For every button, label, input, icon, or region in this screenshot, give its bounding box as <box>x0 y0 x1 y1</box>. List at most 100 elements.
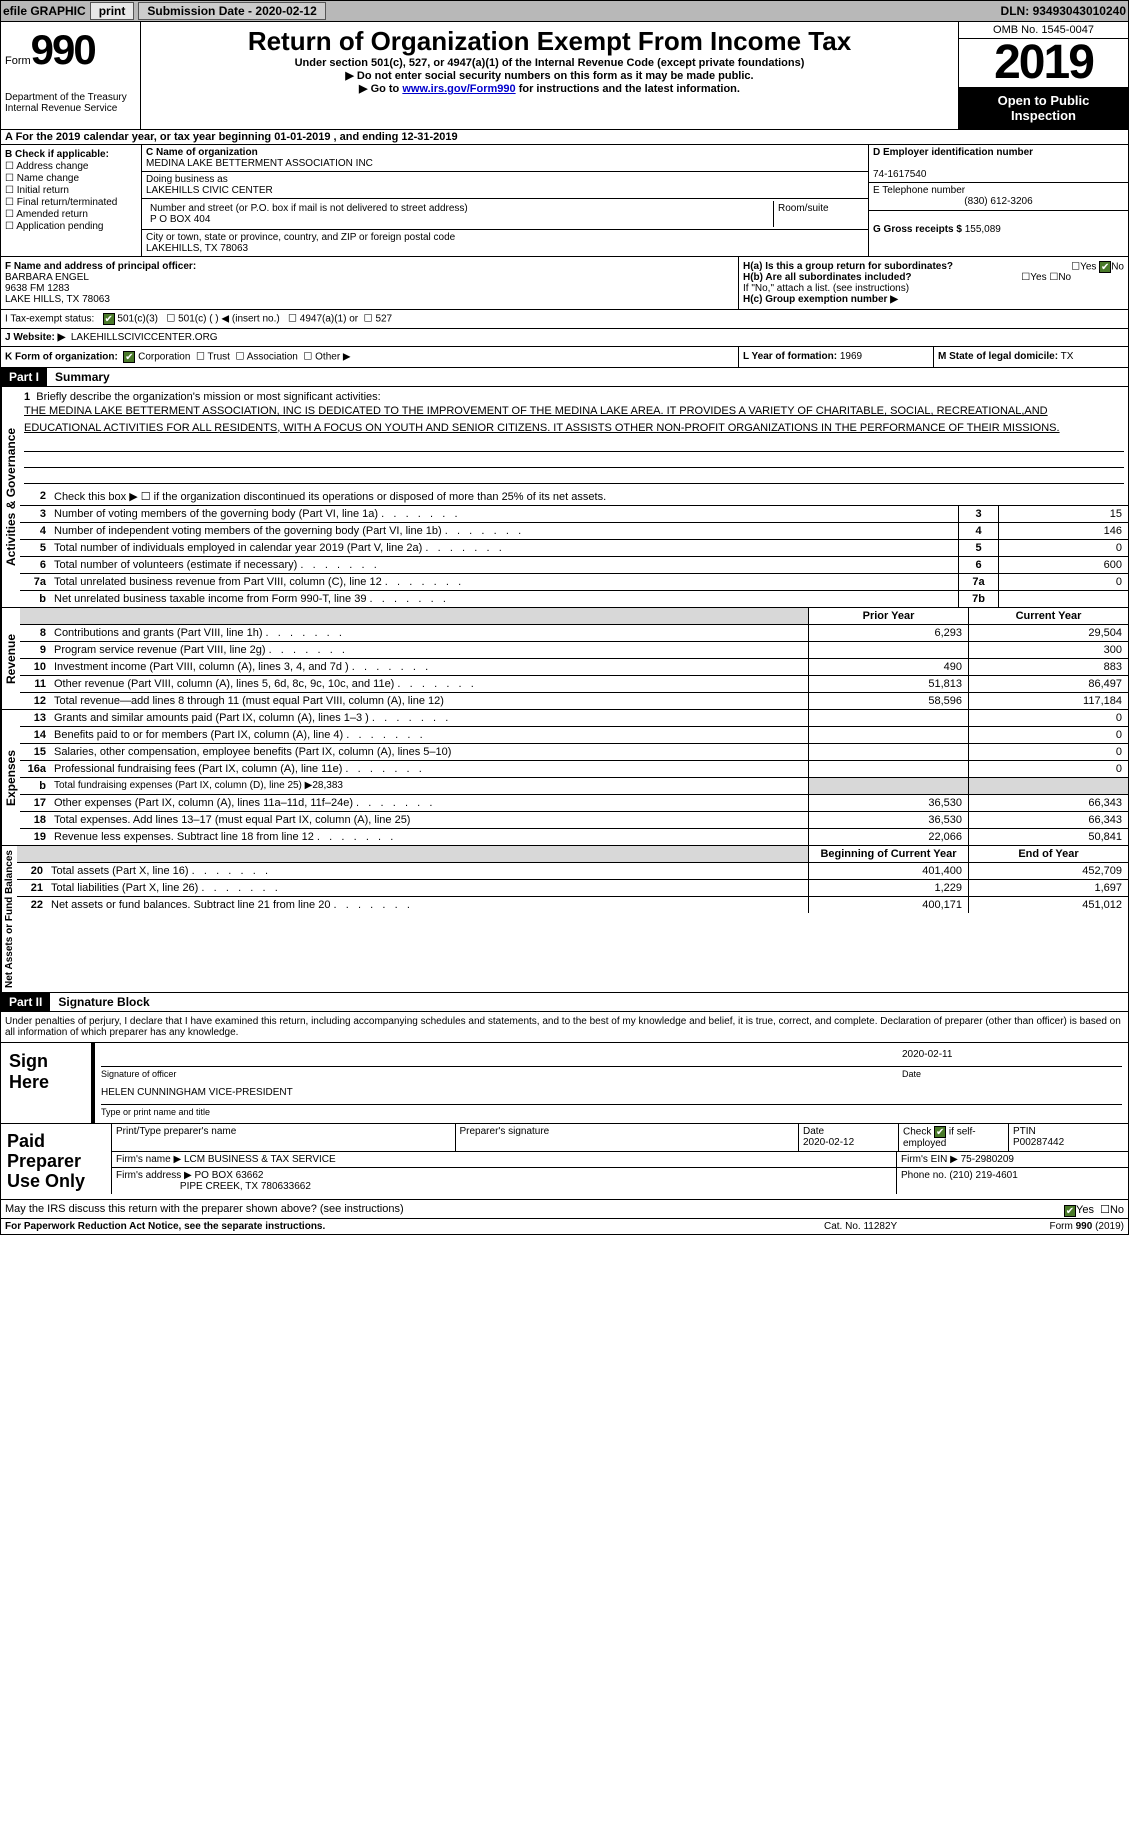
submission-date-box: Submission Date - 2020-02-12 <box>138 2 325 20</box>
line-3-val: 15 <box>998 506 1128 522</box>
line-4-val: 146 <box>998 523 1128 539</box>
line-6-val: 600 <box>998 557 1128 573</box>
k-l-m-row: K Form of organization: Corporation ☐ Tr… <box>0 347 1129 368</box>
mission-block: 1 Briefly describe the organization's mi… <box>20 387 1128 488</box>
l18-curr: 66,343 <box>968 812 1128 828</box>
instructions-link[interactable]: www.irs.gov/Form990 <box>402 83 515 95</box>
mission-text: THE MEDINA LAKE BETTERMENT ASSOCIATION, … <box>24 403 1124 436</box>
l22-end: 451,012 <box>968 897 1128 913</box>
part-1-header: Part I Summary <box>0 368 1129 387</box>
l14-curr: 0 <box>968 727 1128 743</box>
dept-treasury: Department of the Treasury Internal Reve… <box>5 92 136 114</box>
page-footer: For Paperwork Reduction Act Notice, see … <box>0 1219 1129 1235</box>
tax-year: 2019 <box>959 39 1128 87</box>
paid-preparer: Paid Preparer Use Only Print/Type prepar… <box>0 1124 1129 1200</box>
l22-begin: 400,171 <box>808 897 968 913</box>
l16a-curr: 0 <box>968 761 1128 777</box>
efile-label: efile GRAPHIC <box>3 4 86 18</box>
dln: DLN: 93493043010240 <box>1001 4 1126 18</box>
box-d-e-g: D Employer identification number 74-1617… <box>868 145 1128 256</box>
form-subtitle-2: ▶ Do not enter social security numbers o… <box>147 69 952 82</box>
line-7b-val <box>998 591 1128 607</box>
state-domicile: TX <box>1061 351 1074 362</box>
gross-receipts: 155,089 <box>965 224 1001 235</box>
l9-prior <box>808 642 968 658</box>
l12-curr: 117,184 <box>968 693 1128 709</box>
print-button[interactable]: print <box>90 2 135 20</box>
form-header: Form 990 Department of the Treasury Inte… <box>0 22 1129 130</box>
l11-curr: 86,497 <box>968 676 1128 692</box>
box-f: F Name and address of principal officer:… <box>1 257 738 309</box>
l18-prior: 36,530 <box>808 812 968 828</box>
tax-status-row: I Tax-exempt status: 501(c)(3) ☐ 501(c) … <box>0 310 1129 329</box>
h-a-no-checked <box>1099 261 1111 273</box>
org-city: LAKEHILLS, TX 78063 <box>146 243 248 254</box>
form-subtitle-3: ▶ Go to www.irs.gov/Form990 for instruct… <box>147 82 952 95</box>
ptin: P00287442 <box>1013 1137 1064 1148</box>
chk-self-employed <box>934 1126 946 1138</box>
discuss-row: May the IRS discuss this return with the… <box>0 1200 1129 1219</box>
l10-prior: 490 <box>808 659 968 675</box>
officer-group-row: F Name and address of principal officer:… <box>0 257 1129 310</box>
chk-final-return[interactable]: Final return/terminated <box>5 197 137 208</box>
line-5-val: 0 <box>998 540 1128 556</box>
firm-addr1: PO BOX 63662 <box>195 1170 264 1181</box>
firm-ein: 75-2980209 <box>961 1154 1014 1165</box>
chk-name-change[interactable]: Name change <box>5 173 137 184</box>
section-governance: Activities & Governance 1 Briefly descri… <box>0 387 1129 608</box>
l15-curr: 0 <box>968 744 1128 760</box>
l8-curr: 29,504 <box>968 625 1128 641</box>
chk-application-pending[interactable]: Application pending <box>5 221 137 232</box>
part-2-header: Part II Signature Block <box>0 993 1129 1012</box>
box-h: H(a) Is this a group return for subordin… <box>738 257 1128 309</box>
chk-discuss-yes <box>1064 1205 1076 1217</box>
signature-block: Under penalties of perjury, I declare th… <box>0 1012 1129 1124</box>
l8-prior: 6,293 <box>808 625 968 641</box>
form-subtitle-1: Under section 501(c), 527, or 4947(a)(1)… <box>147 57 952 69</box>
l21-end: 1,697 <box>968 880 1128 896</box>
firm-addr2: PIPE CREEK, TX 780633662 <box>180 1181 311 1192</box>
perjury-declaration: Under penalties of perjury, I declare th… <box>1 1012 1128 1042</box>
l14-prior <box>808 727 968 743</box>
l19-prior: 22,066 <box>808 829 968 845</box>
org-street: P O BOX 404 <box>150 214 210 225</box>
vtab-expenses: Expenses <box>1 710 20 845</box>
l21-begin: 1,229 <box>808 880 968 896</box>
org-dba: LAKEHILLS CIVIC CENTER <box>146 185 273 196</box>
chk-initial-return[interactable]: Initial return <box>5 185 137 196</box>
cat-no: Cat. No. 11282Y <box>824 1221 964 1232</box>
l17-prior: 36,530 <box>808 795 968 811</box>
l20-begin: 401,400 <box>808 863 968 879</box>
tax-period: A For the 2019 calendar year, or tax yea… <box>0 130 1129 145</box>
box-b: B Check if applicable: Address change Na… <box>1 145 141 256</box>
form-number: Form 990 <box>5 26 136 74</box>
l10-curr: 883 <box>968 659 1128 675</box>
vtab-governance: Activities & Governance <box>1 387 20 607</box>
firm-name: LCM BUSINESS & TAX SERVICE <box>184 1154 336 1165</box>
room-suite: Room/suite <box>774 201 864 227</box>
chk-address-change[interactable]: Address change <box>5 161 137 172</box>
open-to-public: Open to Public Inspection <box>959 87 1128 129</box>
sign-here-label: Sign Here <box>1 1043 91 1123</box>
ein: 74-1617540 <box>873 169 926 180</box>
website: LAKEHILLSCIVICCENTER.ORG <box>71 332 218 343</box>
chk-501c3 <box>103 313 115 325</box>
l17-curr: 66,343 <box>968 795 1128 811</box>
chk-amended-return[interactable]: Amended return <box>5 209 137 220</box>
firm-phone: (210) 219-4601 <box>949 1170 1017 1181</box>
form-title: Return of Organization Exempt From Incom… <box>147 26 952 57</box>
top-toolbar: efile GRAPHIC print Submission Date - 20… <box>0 0 1129 22</box>
l11-prior: 51,813 <box>808 676 968 692</box>
telephone: (830) 612-3206 <box>873 196 1124 207</box>
org-name: MEDINA LAKE BETTERMENT ASSOCIATION INC <box>146 158 373 169</box>
l13-prior <box>808 710 968 726</box>
l13-curr: 0 <box>968 710 1128 726</box>
l12-prior: 58,596 <box>808 693 968 709</box>
entity-grid: B Check if applicable: Address change Na… <box>0 145 1129 257</box>
vtab-revenue: Revenue <box>1 608 20 709</box>
line-7a-val: 0 <box>998 574 1128 590</box>
vtab-balances: Net Assets or Fund Balances <box>1 846 17 992</box>
year-formation: 1969 <box>840 351 862 362</box>
chk-corporation <box>123 351 135 363</box>
box-c: C Name of organization MEDINA LAKE BETTE… <box>141 145 868 256</box>
